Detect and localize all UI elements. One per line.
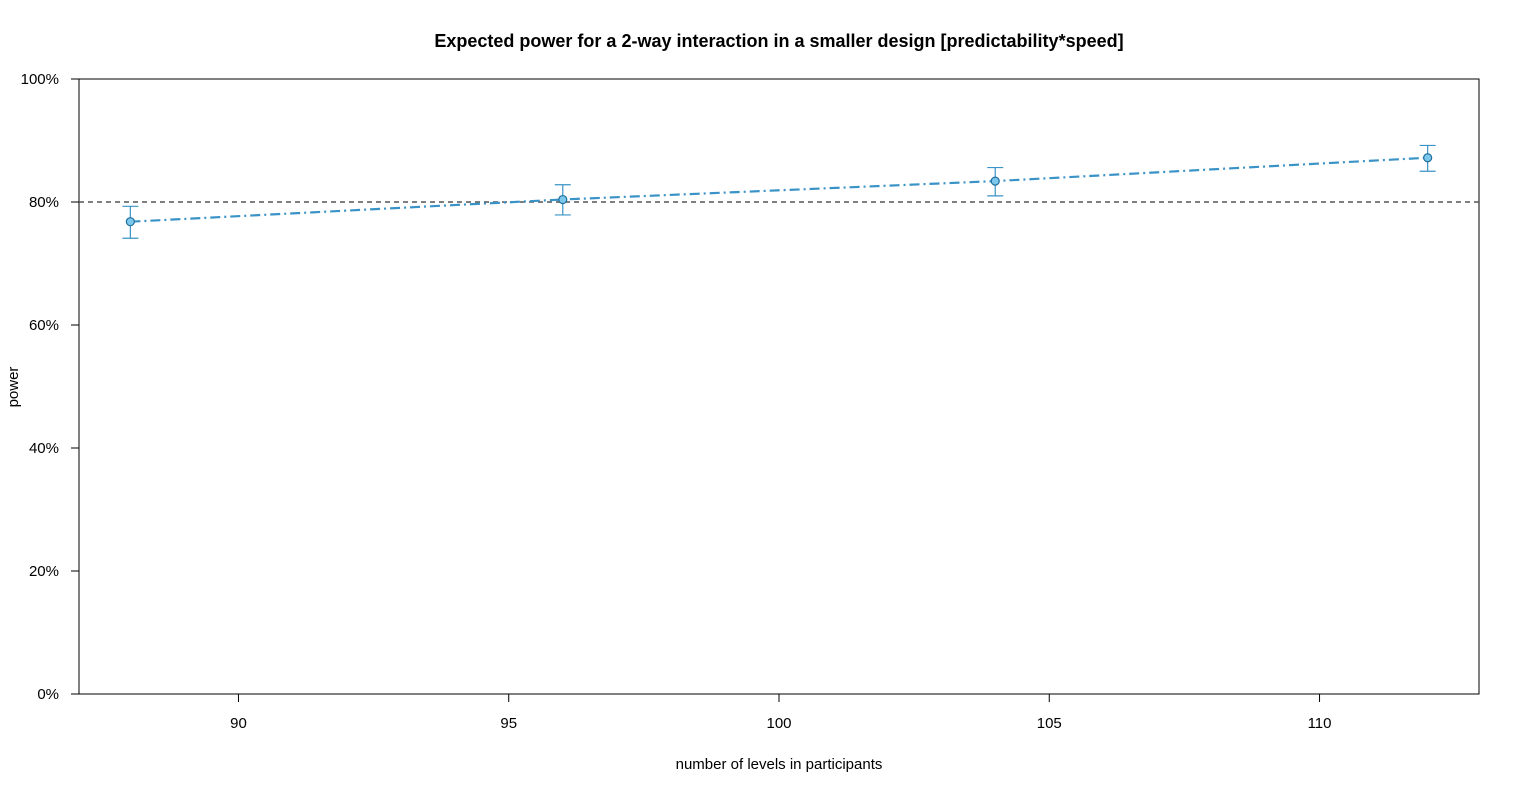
chart-title: Expected power for a 2-way interaction i…: [434, 31, 1123, 51]
y-tick-label: 60%: [29, 317, 59, 334]
y-axis: 0% 20% 40% 60% 80% 100%: [21, 71, 79, 703]
x-tick-label: 110: [1308, 715, 1332, 732]
series-line: [130, 156, 1428, 223]
y-tick-label: 40%: [29, 440, 59, 457]
data-point: [125, 217, 135, 227]
x-axis: 90 95 100 105 110: [230, 694, 1332, 732]
x-tick-label: 90: [230, 715, 247, 732]
y-tick-label: 80%: [29, 194, 59, 211]
y-axis-label: power: [5, 367, 22, 408]
y-tick-label: 0%: [37, 686, 59, 703]
y-tick-label: 100%: [21, 71, 59, 88]
x-tick-label: 95: [500, 715, 517, 732]
data-point: [990, 176, 1000, 186]
plot-frame: [78, 78, 1480, 695]
x-tick-label: 100: [766, 715, 791, 732]
y-tick-label: 20%: [29, 563, 59, 580]
data-point: [558, 194, 568, 205]
data-point: [1423, 153, 1433, 163]
x-tick-label: 105: [1037, 715, 1062, 732]
power-series: [122, 144, 1436, 239]
x-axis-label: number of levels in participants: [676, 756, 883, 773]
